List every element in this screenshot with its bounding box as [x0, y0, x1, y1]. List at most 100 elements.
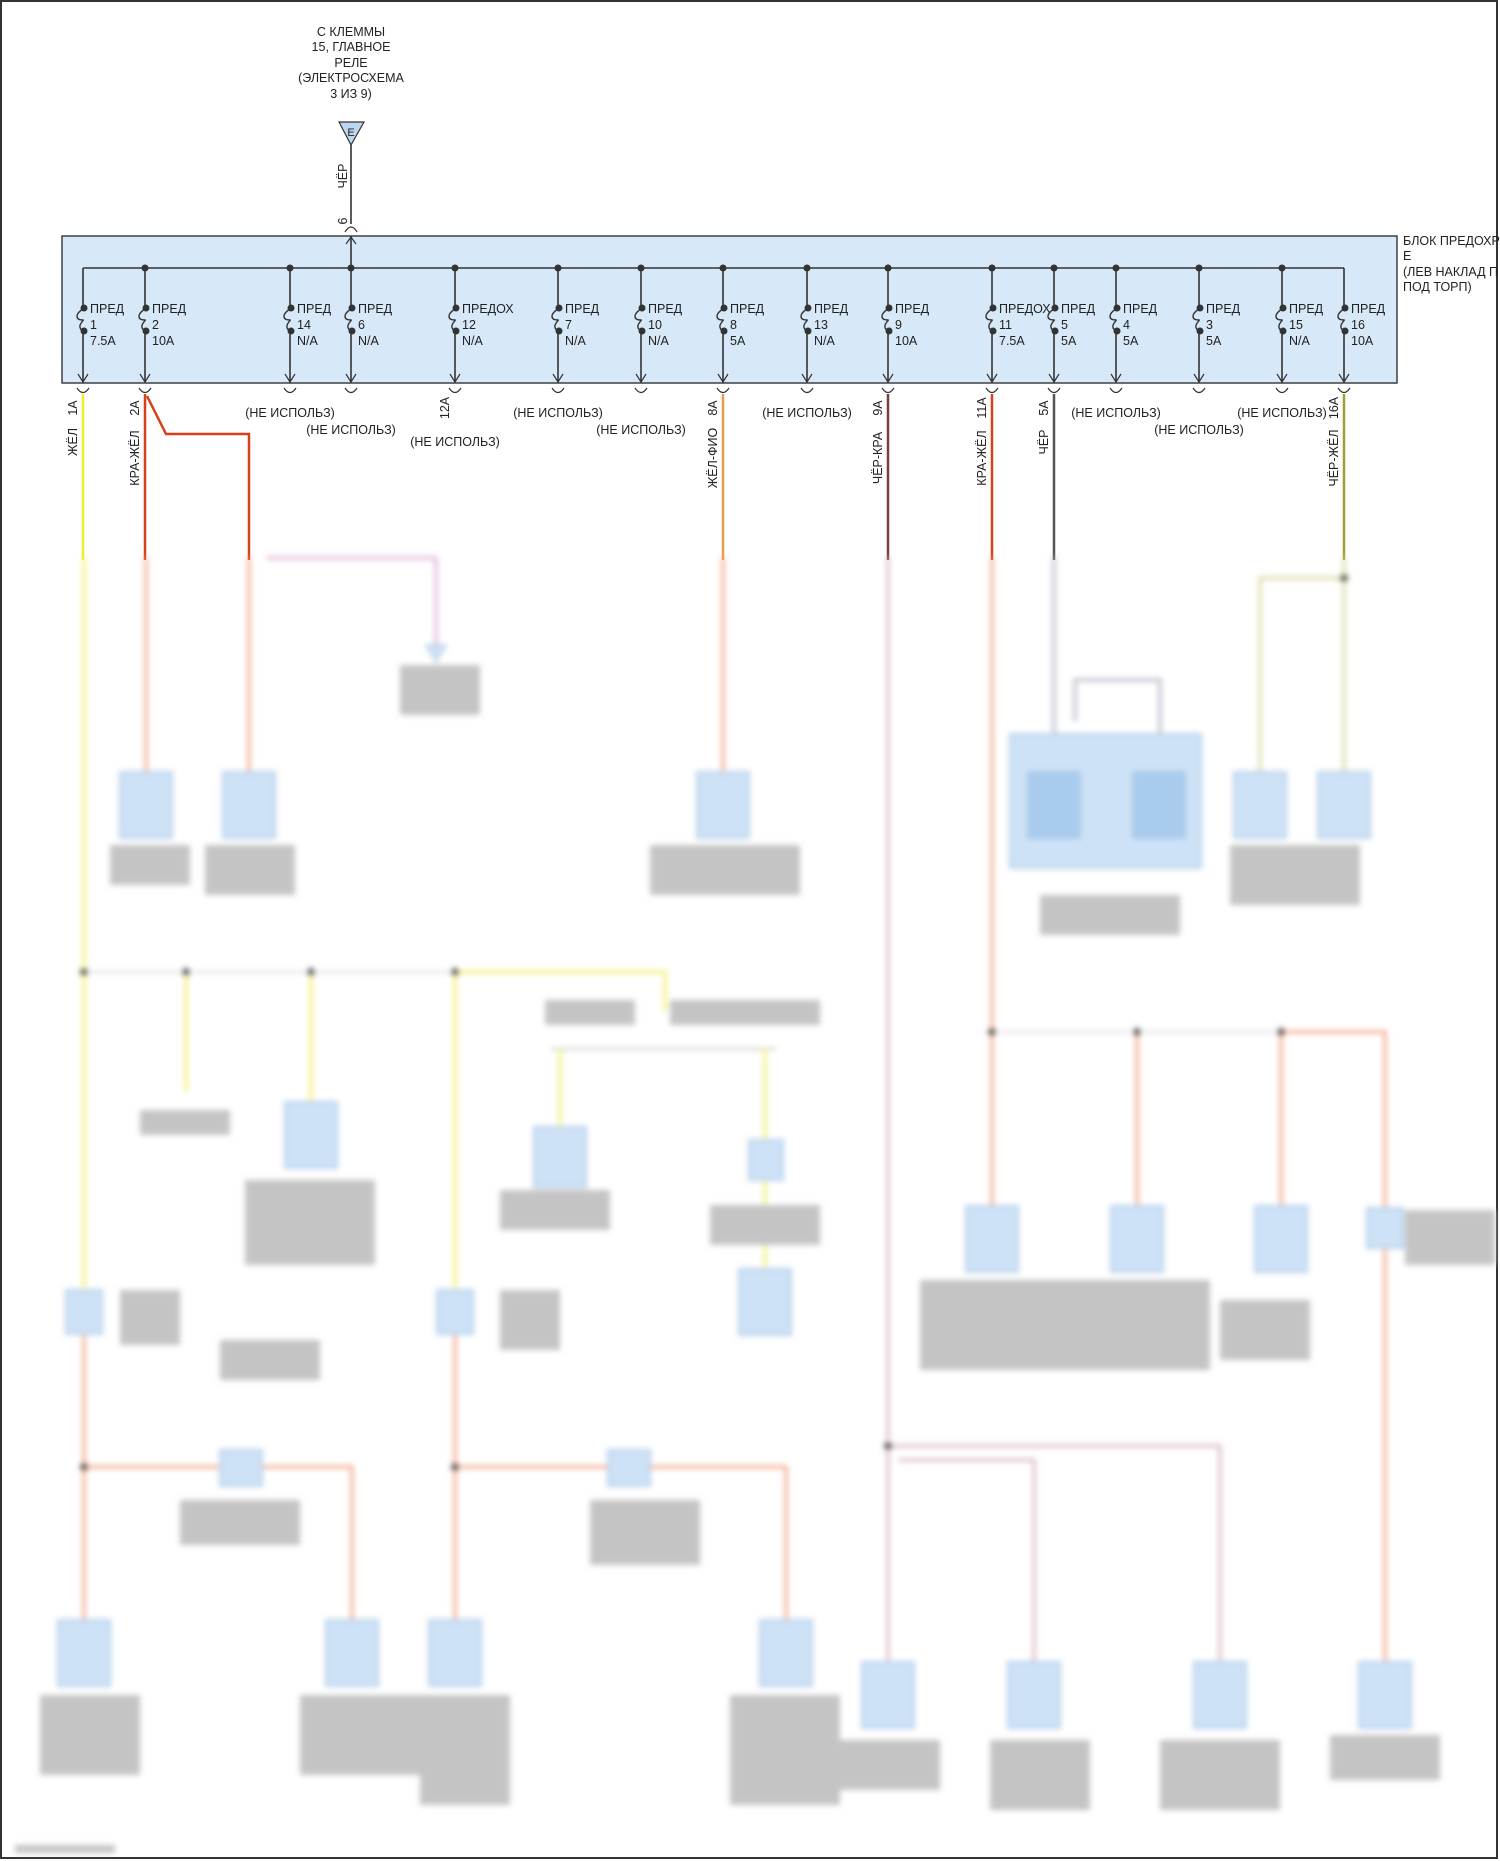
- connector-cup-icon: [985, 387, 999, 394]
- source-line: 15, ГЛАВНОЕ: [312, 40, 391, 54]
- bus-junction-dot: [1112, 264, 1120, 272]
- wire-color-label: ЖЁЛ-ФИО: [706, 427, 720, 488]
- fuse-symbol-icon: [76, 308, 84, 332]
- unused-label: (НЕ ИСПОЛЬЗ): [596, 423, 686, 437]
- fuse-terminal-dot: [287, 327, 295, 335]
- output-arrow-icon: [1276, 373, 1288, 384]
- pin-label: 11A: [975, 397, 989, 419]
- fuse-box-label-line: (ЛЕВ НАКЛАД П: [1403, 265, 1498, 279]
- fuse-symbol-icon: [138, 308, 146, 332]
- fuse-number: 11: [999, 318, 1012, 332]
- output-arrow-icon: [717, 373, 729, 384]
- fuse-rating: 10A: [1351, 334, 1374, 348]
- fuse-terminal-dot: [720, 327, 728, 335]
- connector-cup-icon: [551, 387, 565, 394]
- fuse-name: ПРЕДОХ: [999, 302, 1051, 316]
- pin-label: 12A: [438, 396, 452, 419]
- bus-junction-dot: [1050, 264, 1058, 272]
- fuse-name: ПРЕД: [358, 302, 393, 316]
- power-input-arrow-icon: [345, 235, 357, 245]
- fuse-rating: N/A: [648, 334, 670, 348]
- fuse-number: 1: [90, 318, 97, 332]
- fuse-terminal-dot: [452, 327, 460, 335]
- fuse-symbol-icon: [800, 308, 808, 332]
- bus-junction-dot: [884, 264, 892, 272]
- pin-label: 1A: [66, 400, 80, 416]
- fuse-symbol-icon: [1337, 308, 1345, 332]
- source-line: 3 ИЗ 9): [330, 87, 372, 101]
- output-arrow-icon: [882, 373, 894, 384]
- fuse-number: 16: [1351, 318, 1365, 332]
- fuse-rating: 5A: [730, 334, 746, 348]
- fuse-rating: 7.5A: [999, 334, 1025, 348]
- fuse-name: ПРЕДОХ: [462, 302, 514, 316]
- fuse-symbol-icon: [1109, 308, 1117, 332]
- connector-cup-icon: [716, 387, 730, 394]
- source-line: РЕЛЕ: [334, 56, 367, 70]
- wire-color-label: ЧЁР-КРА: [871, 431, 885, 484]
- unused-label: (НЕ ИСПОЛЬЗ): [513, 406, 603, 420]
- fuse-terminal-dot: [1051, 327, 1059, 335]
- fuse-name: ПРЕД: [1123, 302, 1158, 316]
- output-arrow-icon: [139, 373, 151, 384]
- fuse-rating: 10A: [895, 334, 918, 348]
- unused-label: (НЕ ИСПОЛЬЗ): [410, 435, 500, 449]
- fuse-symbol-icon: [551, 308, 559, 332]
- fuse-number: 5: [1061, 318, 1068, 332]
- connector-cup-icon: [881, 387, 895, 394]
- bus-junction-dot: [1278, 264, 1286, 272]
- fuse-terminal-dot: [1341, 327, 1349, 335]
- wire-color-label: ЧЁР: [1037, 429, 1051, 454]
- source-pin: 6: [336, 217, 350, 224]
- unused-label: (НЕ ИСПОЛЬЗ): [1154, 423, 1244, 437]
- unused-label: (НЕ ИСПОЛЬЗ): [762, 406, 852, 420]
- source-label: С КЛЕММЫ 15, ГЛАВНОЕ РЕЛЕ (ЭЛЕКТРОСХЕМА …: [298, 25, 404, 101]
- fuse-number: 2: [152, 318, 159, 332]
- output-arrow-icon: [1048, 373, 1060, 384]
- fuse-number: 8: [730, 318, 737, 332]
- fuse-box-label-line: БЛОК ПРЕДОХР: [1403, 234, 1500, 248]
- fuses: ПРЕД 1 7.5A 1A ЖЁЛ ПРЕД 2 10A 2A КРА-ЖЁЛ ПРЕД 14 N/A…: [66, 264, 1386, 560]
- fuse-box-label: БЛОК ПРЕДОХР Е (ЛЕВ НАКЛАД П ПОД ТОРП): [1403, 234, 1500, 294]
- source-connector-cup: [344, 226, 358, 233]
- fuse-rating: N/A: [565, 334, 587, 348]
- fuse-number: 14: [297, 318, 311, 332]
- fuse-symbol-icon: [634, 308, 642, 332]
- fuse-terminal-dot: [142, 327, 150, 335]
- fuse-number: 6: [358, 318, 365, 332]
- fuse-name: ПРЕД: [1351, 302, 1386, 316]
- output-arrow-icon: [801, 373, 813, 384]
- unused-label: (НЕ ИСПОЛЬЗ): [245, 406, 335, 420]
- fuse-name: ПРЕД: [730, 302, 765, 316]
- output-arrow-icon: [345, 373, 357, 384]
- fuse-name: ПРЕД: [648, 302, 683, 316]
- fuse-symbol-icon: [716, 308, 724, 332]
- source-wire-color: ЧЁР: [336, 163, 350, 188]
- bus-junction-dot: [141, 264, 149, 272]
- fuse-rating: 10A: [152, 334, 175, 348]
- connector-cup-icon: [76, 387, 90, 394]
- fuse-name: ПРЕД: [1206, 302, 1241, 316]
- unused-label: (НЕ ИСПОЛЬЗ): [1237, 406, 1327, 420]
- fuse-number: 10: [648, 318, 662, 332]
- fuse-box-label-line: ПОД ТОРП): [1403, 280, 1472, 294]
- fuse-symbol-icon: [881, 308, 889, 332]
- output-arrow-icon: [986, 373, 998, 384]
- fuse-number: 4: [1123, 318, 1130, 332]
- output-arrow-icon: [449, 373, 461, 384]
- fuse-number: 3: [1206, 318, 1213, 332]
- output-arrow-icon: [1110, 373, 1122, 384]
- fuse-terminal-dot: [555, 327, 563, 335]
- fuse-symbol-icon: [985, 308, 993, 332]
- bus-junction-dot: [719, 264, 727, 272]
- fuse-number: 7: [565, 318, 572, 332]
- output-arrow-icon: [77, 373, 89, 384]
- connector-cup-icon: [1047, 387, 1061, 394]
- fuse-name: ПРЕД: [152, 302, 187, 316]
- output-arrow-icon: [552, 373, 564, 384]
- source-line: С КЛЕММЫ: [317, 25, 385, 39]
- pin-label: 16A: [1327, 396, 1341, 419]
- fuse-rating: N/A: [814, 334, 836, 348]
- fuse-box-label-line: Е: [1403, 249, 1411, 263]
